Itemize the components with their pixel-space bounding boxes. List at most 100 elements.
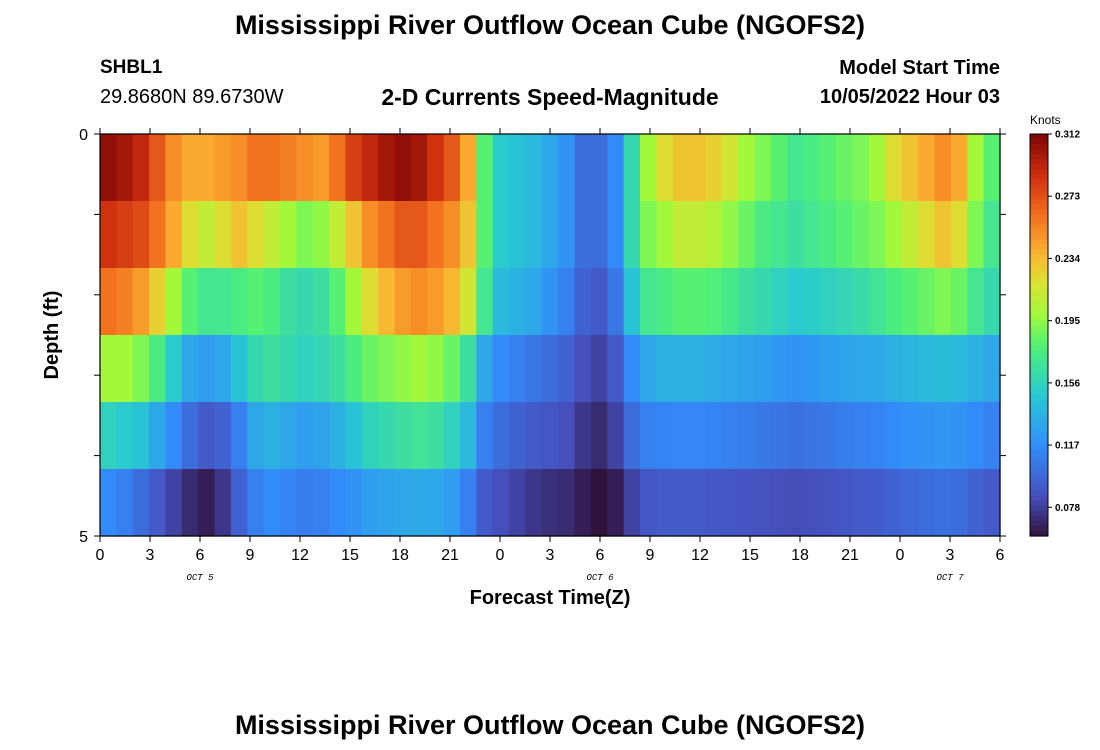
heatmap-cell [476,268,494,336]
chart-title: Mississippi River Outflow Ocean Cube (NG… [234,10,866,40]
heatmap-cell [918,469,936,537]
heatmap-cell [312,402,330,470]
heatmap-cell [770,402,788,470]
heatmap-cell [869,201,887,269]
heatmap-cell [410,268,428,336]
heatmap-cell [116,335,134,403]
heatmap-cell [116,201,134,269]
colorbar-segment [1030,244,1048,251]
heatmap-cell [590,469,608,537]
heatmap-cell [214,335,232,403]
heatmap-cell [280,402,297,470]
heatmap-cell [280,201,297,269]
heatmap-cell [509,335,527,403]
chart-subtitle: 2-D Currents Speed-Magnitude [381,84,719,110]
x-tick-label: 3 [146,547,155,564]
heatmap-cell [934,469,952,537]
heatmap-cell [640,134,657,202]
heatmap-cell [378,335,396,403]
colorbar-segment [1030,329,1048,336]
heatmap-cell [296,201,314,269]
heatmap-cell [934,335,952,403]
heatmap-cell [558,201,576,269]
heatmap-cell [689,402,707,470]
colorbar-segment [1030,209,1048,216]
heatmap-cell [296,335,314,403]
heatmap-cell [803,402,821,470]
colorbar-segment [1030,405,1048,411]
colorbar-segment [1030,375,1048,381]
heatmap-cell [230,402,248,470]
colorbar-segment [1030,400,1048,406]
colorbar-segment [1030,470,1048,477]
colorbar-segment [1030,475,1048,482]
heatmap-cell [361,268,379,336]
heatmap-cell [329,134,347,202]
heatmap-cell [738,335,756,403]
heatmap-cell [721,134,739,202]
heatmap-cell [460,469,477,537]
heatmap-cell [770,201,788,269]
heatmap-cell [950,469,968,537]
colorbar-segment [1030,154,1048,160]
heatmap-cell [885,201,903,269]
heatmap-cell [770,469,788,537]
colorbar-segment [1030,465,1048,472]
heatmap-cell [312,335,330,403]
colorbar-segment [1030,355,1048,361]
x-tick-label: 15 [741,547,759,564]
heatmap-cell [427,268,445,336]
heatmap-cell [198,201,216,269]
heatmap-cell [640,335,657,403]
colorbar-segment [1030,304,1048,311]
x-tick-label: 6 [996,547,1005,564]
x-tick-label: 6 [196,547,205,564]
heatmap-cell [852,134,870,202]
heatmap-cell [983,268,1001,336]
heatmap-cell [738,134,756,202]
heatmap-cell [378,201,396,269]
heatmap-cell [247,134,265,202]
x-tick-label: 12 [291,547,309,564]
colorbar-segment [1030,395,1048,401]
heatmap-cell [934,201,952,269]
heatmap-cell [787,134,805,202]
heatmap-cell [165,469,183,537]
heatmap-cell [738,201,756,269]
heatmap-cell [361,201,379,269]
colorbar-segment [1030,314,1048,321]
heatmap-cell [983,134,1001,202]
heatmap-cell [705,268,723,336]
heatmap-cell [787,469,805,537]
x-tick-label: 0 [496,547,505,564]
heatmap-cell [410,402,428,470]
heatmap-cell [100,134,117,202]
heatmap-cell [950,335,968,403]
colorbar-segment [1030,350,1048,356]
heatmap-cell [836,134,854,202]
colorbar-segment [1030,284,1048,291]
colorbar-segment [1030,144,1048,150]
colorbar-segment [1030,485,1048,492]
heatmap-cell [329,201,347,269]
heatmap-cell [280,134,297,202]
heatmap-cell [296,469,314,537]
heatmap-cell [950,268,968,336]
heatmap-cell [541,402,559,470]
heatmap-cell [967,402,985,470]
heatmap-cell [721,469,739,537]
heatmap-cell [116,402,134,470]
heatmap-cell [427,402,445,470]
heatmap-cell [410,469,428,537]
heatmap-cell [214,134,232,202]
heatmap-cell [361,469,379,537]
heatmap-cell [280,268,297,336]
colorbar-segment [1030,179,1048,185]
heatmap-cell [378,402,396,470]
heatmap-cell [754,268,772,336]
heatmap-cell [901,201,919,269]
heatmap-cell [345,335,363,403]
heatmap-cell [509,268,527,336]
heatmap-cell [230,335,248,403]
heatmap-cell [427,134,445,202]
